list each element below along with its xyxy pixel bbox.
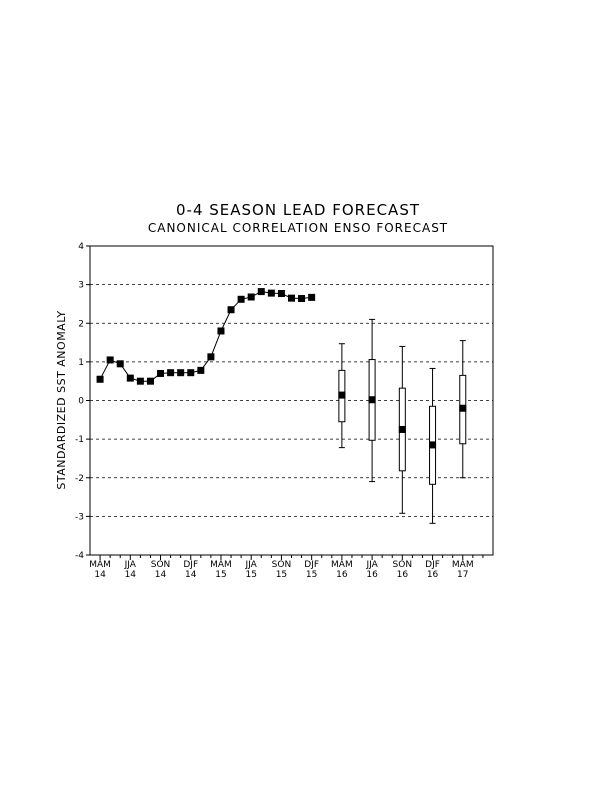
observed-point — [227, 306, 235, 314]
forecast-box — [368, 318, 376, 483]
observed-point — [298, 295, 306, 303]
x-tick-year: 17 — [457, 570, 468, 580]
observed-point — [177, 369, 185, 377]
observed-point — [308, 293, 316, 301]
y-tick-label: 4 — [78, 242, 84, 252]
forecast-box — [459, 340, 467, 479]
observed-point — [237, 295, 245, 303]
forecast-box — [338, 343, 346, 449]
observed-point — [116, 360, 124, 368]
y-tick-label: -1 — [75, 435, 84, 445]
y-axis-ticks: 4 3 2 1 0 -1 -2 -3 -4 — [75, 242, 90, 561]
observed-point — [157, 369, 165, 377]
y-tick-label: -4 — [75, 551, 84, 561]
forecast-box — [429, 367, 437, 524]
forecast-mean-point — [368, 396, 376, 404]
observed-point — [207, 353, 215, 361]
observed-point — [267, 289, 275, 297]
observed-point — [217, 327, 225, 335]
x-tick-season: DJF — [183, 560, 198, 570]
x-tick-year: 15 — [276, 570, 287, 580]
gridlines — [90, 284, 493, 517]
x-tick-season: JJA — [365, 560, 378, 570]
y-axis-label: STANDARDIZED SST ANOMALY — [55, 310, 68, 489]
x-axis-ticks: MAM14JJA14SON14DJF14MAM15JJA15SON15DJF15… — [89, 555, 484, 580]
observed-point — [187, 369, 195, 377]
x-tick-season: MAM — [452, 560, 474, 570]
x-tick-season: SON — [393, 560, 413, 570]
x-tick-season: MAM — [89, 560, 111, 570]
observed-series — [96, 288, 316, 385]
chart-subtitle: CANONICAL CORRELATION ENSO FORECAST — [148, 221, 448, 235]
observed-point — [96, 375, 104, 383]
y-tick-label: -2 — [75, 474, 84, 484]
observed-point — [247, 293, 255, 301]
x-tick-year: 14 — [94, 570, 106, 580]
y-tick-label: 0 — [78, 397, 84, 407]
x-tick-year: 15 — [306, 570, 317, 580]
forecast-mean-point — [429, 441, 437, 449]
observed-point — [136, 377, 144, 385]
x-tick-year: 16 — [427, 570, 439, 580]
y-tick-label: 2 — [78, 319, 84, 329]
observed-point — [288, 294, 295, 302]
observed-point — [146, 377, 154, 385]
forecast-mean-point — [398, 425, 406, 433]
y-tick-label: 1 — [78, 358, 84, 368]
observed-point — [106, 356, 114, 364]
y-tick-label: 3 — [78, 281, 84, 291]
x-tick-season: SON — [151, 560, 171, 570]
observed-point — [197, 366, 205, 374]
observed-point — [277, 290, 285, 298]
x-tick-year: 15 — [215, 570, 226, 580]
forecast-mean-point — [459, 404, 467, 412]
x-tick-season: JJA — [124, 560, 137, 570]
x-tick-season: DJF — [425, 560, 440, 570]
y-tick-label: -3 — [75, 512, 84, 522]
forecast-boxes — [338, 318, 467, 524]
x-tick-season: MAM — [210, 560, 232, 570]
x-tick-year: 16 — [366, 570, 378, 580]
forecast-mean-point — [338, 391, 346, 399]
x-tick-year: 15 — [245, 570, 256, 580]
x-tick-season: DJF — [304, 560, 319, 570]
observed-point — [257, 288, 265, 296]
x-tick-season: SON — [272, 560, 292, 570]
x-tick-year: 14 — [185, 570, 197, 580]
forecast-box — [398, 345, 406, 514]
x-tick-year: 16 — [397, 570, 409, 580]
x-tick-season: MAM — [331, 560, 353, 570]
x-tick-year: 14 — [125, 570, 137, 580]
observed-point — [167, 369, 175, 377]
observed-line — [99, 291, 312, 382]
observed-point — [126, 374, 134, 382]
x-tick-year: 14 — [155, 570, 167, 580]
plot-frame — [89, 245, 494, 556]
x-tick-year: 16 — [336, 570, 348, 580]
x-tick-season: JJA — [245, 560, 258, 570]
chart-title: 0-4 SEASON LEAD FORECAST — [176, 201, 420, 219]
